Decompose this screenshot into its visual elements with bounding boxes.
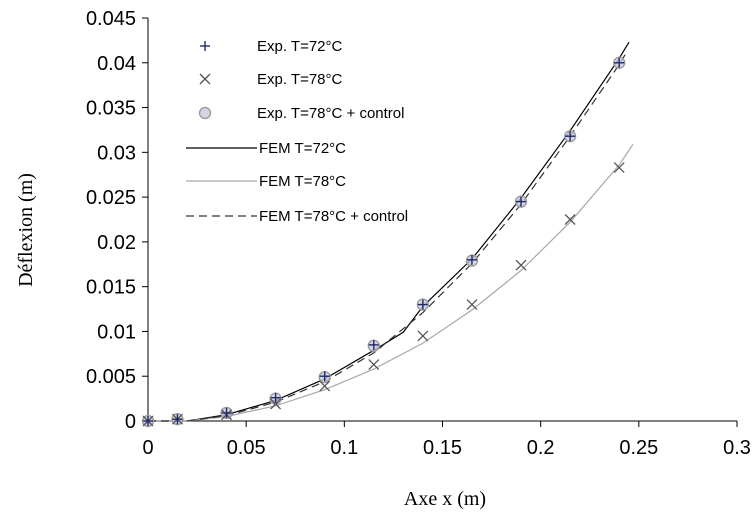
data-point [143,416,153,426]
legend-label: FEM T=72°C [259,140,346,157]
y-tick-label: 0.015 [86,277,136,299]
x-tick-label: 0 [142,437,153,459]
data-point [614,57,625,68]
y-axis-title: Déflexion (m) [15,173,37,287]
series-line [148,41,630,422]
y-tick-label: 0.01 [97,321,136,343]
x-tick-label: 0.3 [723,437,751,459]
data-point [172,414,183,425]
series-markers [143,57,625,426]
legend-label: Exp. T=78°C + control [257,105,404,122]
x-tick-label: 0.2 [527,437,555,459]
y-axis: 0 0.005 0.01 0.015 0.02 0.025 0.03 0.035 0.04 0.0… [86,8,148,433]
x-tick-label: 0.25 [619,437,658,459]
x-axis-title: Axe x (m) [404,488,486,510]
y-tick-label: 0.04 [97,53,136,75]
y-tick-label: 0.005 [86,366,136,388]
data-point [270,392,281,403]
series-line [148,54,626,422]
x-tick-label: 0.1 [330,437,358,459]
legend-marker [199,73,211,85]
data-point [319,380,331,392]
data-point [515,259,527,271]
series-line [148,143,634,422]
x-tick-label: 0.05 [227,437,266,459]
y-tick-label: 0.02 [97,232,136,254]
data-point [270,398,282,410]
legend-label: FEM T=78°C [259,173,346,190]
data-point [417,299,428,310]
y-tick-label: 0 [125,411,136,433]
legend-item: Exp. T=72°C [200,38,343,55]
legend-label: Exp. T=78°C [257,71,343,88]
y-tick-label: 0.03 [97,142,136,164]
data-point [221,407,232,418]
data-point [368,359,380,371]
legend-item: Exp. T=78°C + control [198,105,404,122]
y-tick-label: 0.035 [86,98,136,120]
data-point [368,339,379,350]
series-markers [142,162,625,427]
legend-item: FEM T=78°C + control [186,208,408,225]
data-point [565,131,576,142]
series-layer [141,41,634,428]
legend: Exp. T=72°C Exp. T=78°C Exp. T=78°C + cont… [186,38,408,225]
y-tick-label: 0.025 [86,187,136,209]
legend-label: Exp. T=72°C [257,38,343,55]
data-point [466,254,477,265]
plot-area [147,18,737,422]
data-point [516,196,527,207]
data-point [613,162,625,174]
data-point [417,330,429,342]
legend-item: FEM T=72°C [186,140,346,157]
data-point [564,214,576,225]
data-point [319,371,330,382]
legend-label: FEM T=78°C + control [259,208,408,225]
y-tick-label: 0.045 [86,8,136,30]
data-point [466,299,478,311]
legend-item: FEM T=78°C [186,173,346,190]
x-tick-label: 0.15 [423,437,462,459]
legend-marker [200,41,210,51]
x-axis: 0 0.05 0.1 0.15 0.2 0.25 0.3 [142,421,751,459]
legend-marker [198,106,212,120]
legend-item: Exp. T=78°C [199,71,343,88]
